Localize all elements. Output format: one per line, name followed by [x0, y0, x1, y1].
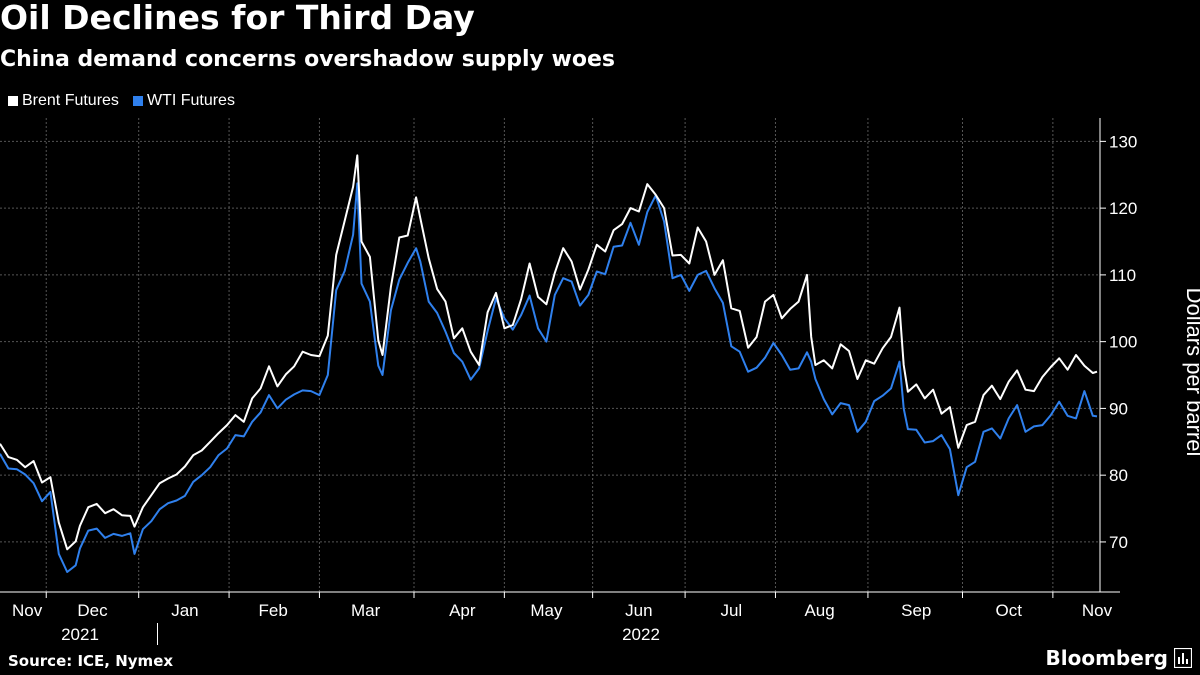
chart-subtitle: China demand concerns overshadow supply …	[0, 47, 615, 72]
chart-title: Oil Declines for Third Day	[0, 0, 475, 37]
x-tick-label: Jun	[625, 601, 652, 620]
legend-label-wti: WTI Futures	[146, 92, 235, 109]
legend-swatch-brent	[8, 96, 18, 106]
x-tick-label: May	[530, 601, 563, 620]
year-label: 2021	[61, 625, 99, 644]
y-tick-label: 70	[1109, 533, 1128, 552]
y-tick-label: 100	[1109, 333, 1137, 352]
x-tick-label: Sep	[901, 601, 931, 620]
x-tick-label: Apr	[449, 601, 476, 620]
axis-layer: 70 80 90 100 110 120 130 Nov Dec Jan Feb Mar Apr May J…	[0, 118, 1200, 645]
brand-name: Bloomberg	[1045, 646, 1168, 670]
y-tick-label: 130	[1109, 132, 1137, 151]
series-line-wti	[0, 182, 1098, 573]
grid-layer	[0, 118, 1100, 592]
brand-logo: Bloomberg	[1046, 646, 1192, 670]
legend-label-brent: Brent Futures	[22, 92, 119, 109]
legend-item-brent: Brent Futures	[8, 92, 119, 110]
y-axis-title: Dollars per barrel	[1182, 288, 1200, 457]
legend-swatch-wti	[132, 96, 143, 106]
x-tick-label: Dec	[77, 601, 108, 620]
y-tick-label: 90	[1109, 399, 1128, 418]
series-line-brent	[0, 154, 1098, 551]
x-tick-label: Nov	[12, 601, 43, 620]
x-tick-label: Oct	[996, 601, 1023, 620]
y-tick-label: 110	[1109, 266, 1136, 285]
y-tick-label: 80	[1109, 466, 1128, 485]
x-tick-label: Nov	[1082, 601, 1113, 620]
x-tick-label: Jan	[171, 601, 198, 620]
chart-legend: Brent Futures WTI Futures	[8, 92, 235, 110]
x-tick-label: Aug	[804, 601, 834, 620]
bloomberg-terminal-icon	[1174, 648, 1192, 668]
y-tick-label: 120	[1109, 199, 1137, 218]
series-layer	[0, 154, 1098, 573]
x-tick-label: Mar	[351, 601, 381, 620]
year-label: 2022	[622, 625, 660, 644]
x-tick-label: Jul	[720, 601, 742, 620]
source-note: Source: ICE, Nymex	[8, 652, 174, 670]
x-tick-label: Feb	[259, 601, 288, 620]
legend-item-wti: WTI Futures	[132, 92, 235, 110]
